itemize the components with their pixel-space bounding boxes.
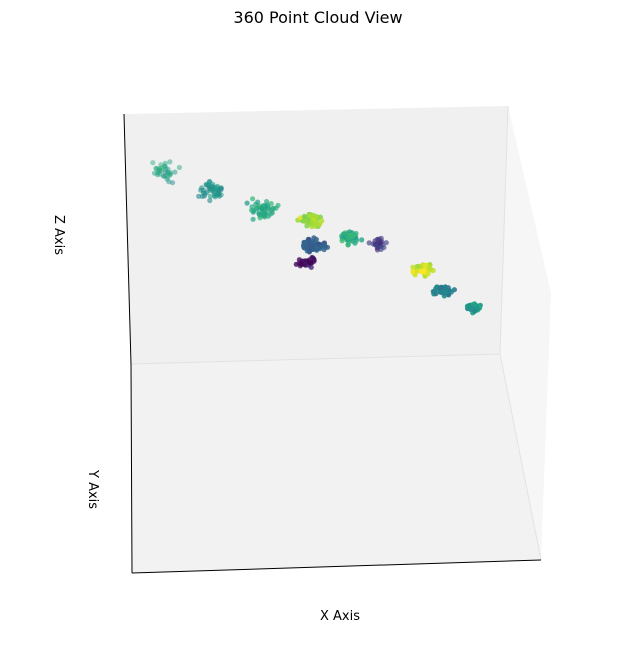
data-point (250, 196, 256, 202)
data-point (163, 166, 169, 172)
data-point (359, 237, 365, 243)
data-point (346, 235, 352, 241)
back-pane (124, 106, 508, 364)
data-point (260, 210, 266, 216)
data-point (465, 304, 471, 310)
data-point (259, 205, 265, 212)
data-point (298, 261, 304, 267)
data-point (313, 213, 319, 220)
data-point (350, 233, 356, 239)
y-axis-label: Y Axis (85, 470, 100, 510)
data-point (472, 308, 478, 314)
data-point (204, 190, 210, 196)
data-point (203, 181, 209, 188)
data-point (307, 213, 313, 219)
x-axis-label: X Axis (319, 609, 360, 624)
data-point (293, 261, 299, 267)
data-point (196, 193, 202, 199)
data-point (256, 210, 262, 216)
data-point (250, 216, 256, 222)
pane-edge (499, 105, 509, 355)
data-point (303, 218, 309, 224)
data-point (207, 197, 213, 204)
data-point (425, 271, 431, 277)
z-axis-line (123, 113, 132, 365)
data-point (410, 268, 416, 275)
data-point (309, 244, 315, 250)
data-point (321, 242, 327, 248)
data-point (442, 289, 449, 295)
data-point (244, 200, 250, 206)
data-point (410, 264, 416, 270)
data-point (317, 221, 323, 227)
data-point (432, 289, 438, 295)
data-point (156, 166, 163, 172)
data-point (304, 223, 310, 229)
data-point (207, 193, 214, 199)
data-point (303, 239, 309, 245)
data-point (422, 262, 428, 268)
data-point (210, 181, 216, 187)
data-point (414, 263, 420, 270)
data-point (378, 240, 384, 246)
data-point (345, 242, 351, 248)
data-point (267, 211, 273, 217)
data-point (216, 193, 222, 199)
data-point (169, 180, 176, 186)
x-axis-line (131, 559, 542, 574)
data-point (381, 244, 387, 251)
data-point (254, 205, 260, 211)
data-point (366, 240, 372, 246)
data-point (270, 206, 276, 212)
data-point (176, 164, 182, 171)
data-point (443, 285, 449, 291)
data-point (370, 241, 376, 247)
data-point (162, 160, 168, 166)
data-point (150, 160, 156, 166)
data-point (309, 220, 315, 227)
data-point (339, 238, 345, 244)
data-point (448, 289, 454, 295)
data-point (297, 215, 303, 221)
y-axis-line (130, 363, 133, 574)
data-point (206, 186, 212, 192)
data-point (350, 238, 356, 244)
data-point (438, 284, 444, 290)
side-pane (500, 106, 551, 560)
data-point (255, 199, 261, 205)
pane-edge (499, 353, 542, 561)
data-point (167, 171, 173, 177)
data-point (317, 244, 323, 250)
data-point (216, 188, 222, 194)
data-point (151, 170, 158, 176)
data-point (415, 268, 421, 274)
data-point (296, 257, 302, 263)
point-cloud (150, 159, 483, 316)
data-point (161, 173, 167, 179)
floor-pane (131, 354, 541, 573)
data-point (172, 169, 178, 175)
data-point (308, 260, 314, 266)
data-point (199, 193, 205, 199)
data-point (383, 240, 389, 246)
data-point (249, 207, 255, 213)
data-point (212, 192, 218, 199)
data-point (167, 159, 173, 165)
data-point (264, 199, 270, 205)
data-point (427, 266, 433, 272)
chart-title: 360 Point Cloud View (233, 8, 403, 27)
data-point (308, 264, 314, 270)
data-point (419, 269, 425, 275)
data-point (321, 246, 327, 253)
pane-edge (130, 353, 501, 365)
data-point (301, 213, 307, 219)
z-axis-label: Z Axis (51, 215, 66, 256)
